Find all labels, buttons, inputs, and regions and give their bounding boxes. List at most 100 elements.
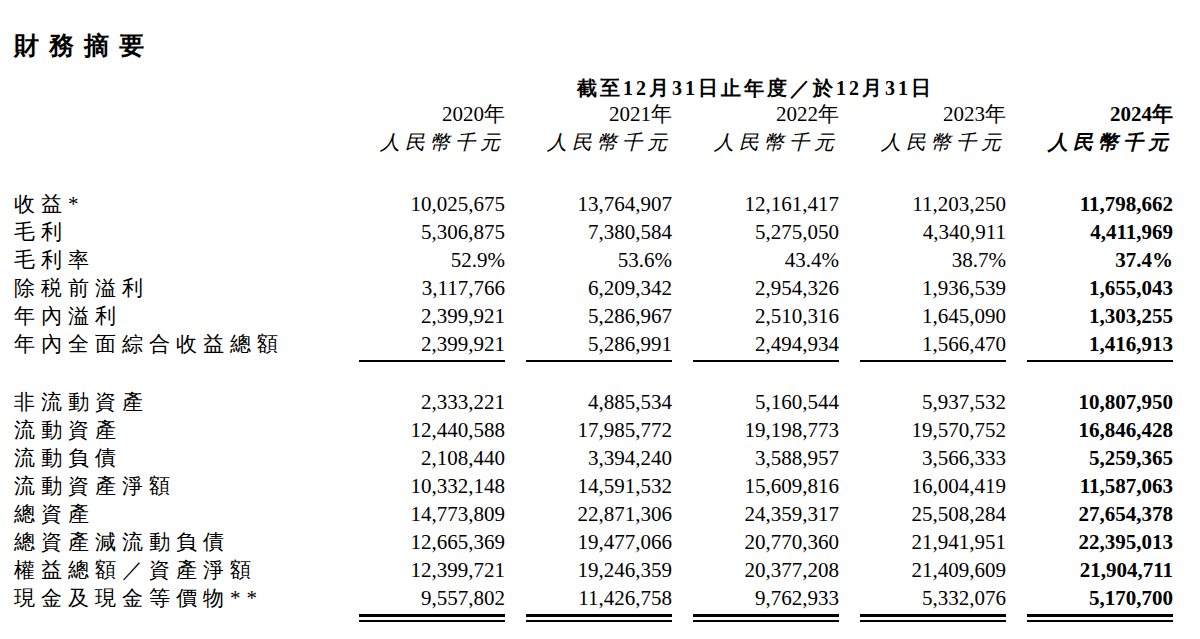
cell-value: 3,394,240 bbox=[505, 444, 672, 472]
table-row: 流動資產淨額10,332,14814,591,53215,609,81616,0… bbox=[14, 472, 1173, 500]
cell-value: 10,807,950 bbox=[1006, 388, 1173, 416]
cell-value: 5,275,050 bbox=[672, 218, 839, 246]
row-label: 年內溢利 bbox=[14, 302, 338, 330]
cell-value: 2,954,326 bbox=[672, 274, 839, 302]
cell-value: 2,494,934 bbox=[672, 330, 839, 358]
cell-value: 12,161,417 bbox=[672, 190, 839, 218]
cell-value: 37.4% bbox=[1006, 246, 1173, 274]
cell-value: 11,798,662 bbox=[1006, 190, 1173, 218]
cell-value: 1,645,090 bbox=[839, 302, 1006, 330]
rule-cell bbox=[839, 358, 1006, 362]
cell-value: 2,510,316 bbox=[672, 302, 839, 330]
cell-value: 52.9% bbox=[338, 246, 505, 274]
unit-header: 人民幣千元 bbox=[839, 128, 1006, 156]
table-row: 總資產減流動負債12,665,36919,477,06620,770,36021… bbox=[14, 528, 1173, 556]
cell-value: 1,416,913 bbox=[1006, 330, 1173, 358]
row-label: 毛利 bbox=[14, 218, 338, 246]
table-row: 非流動資產2,333,2214,885,5345,160,5445,937,53… bbox=[14, 388, 1173, 416]
financial-summary-table: 截至12月31日止年度／於12月31日2020年2021年2022年2023年2… bbox=[14, 76, 1173, 624]
table-row: 除税前溢利3,117,7666,209,3422,954,3261,936,53… bbox=[14, 274, 1173, 302]
table-header-row: 截至12月31日止年度／於12月31日 bbox=[14, 76, 1173, 100]
cell-value: 4,411,969 bbox=[1006, 218, 1173, 246]
cell-value: 1,936,539 bbox=[839, 274, 1006, 302]
table-row: 年內溢利2,399,9215,286,9672,510,3161,645,090… bbox=[14, 302, 1173, 330]
row-label: 現金及現金等價物** bbox=[14, 584, 338, 612]
cell-value: 38.7% bbox=[839, 246, 1006, 274]
cell-value: 11,587,063 bbox=[1006, 472, 1173, 500]
cell-value: 12,399,721 bbox=[338, 556, 505, 584]
row-label: 年內全面綜合收益總額 bbox=[14, 330, 338, 358]
row-label: 非流動資產 bbox=[14, 388, 338, 416]
total-rule-single-row bbox=[14, 358, 1173, 362]
table-row: 年內全面綜合收益總額2,399,9215,286,9912,494,9341,5… bbox=[14, 330, 1173, 358]
cell-value: 5,286,991 bbox=[505, 330, 672, 358]
cell-value: 2,399,921 bbox=[338, 302, 505, 330]
cell-value: 2,333,221 bbox=[338, 388, 505, 416]
unit-header-row: 人民幣千元人民幣千元人民幣千元人民幣千元人民幣千元 bbox=[14, 128, 1173, 156]
cell-value: 1,655,043 bbox=[1006, 274, 1173, 302]
cell-value: 10,332,148 bbox=[338, 472, 505, 500]
rule-cell bbox=[672, 358, 839, 362]
year-header-row: 2020年2021年2022年2023年2024年 bbox=[14, 100, 1173, 128]
cell-value: 21,409,609 bbox=[839, 556, 1006, 584]
row-label: 流動負債 bbox=[14, 444, 338, 472]
cell-value: 10,025,675 bbox=[338, 190, 505, 218]
spacer-cell bbox=[14, 100, 338, 128]
year-header: 2021年 bbox=[505, 100, 672, 128]
rule-cell bbox=[338, 612, 505, 624]
table-row: 現金及現金等價物**9,557,80211,426,7589,762,9335,… bbox=[14, 584, 1173, 612]
cell-value: 5,160,544 bbox=[672, 388, 839, 416]
cell-value: 2,399,921 bbox=[338, 330, 505, 358]
cell-value: 25,508,284 bbox=[839, 500, 1006, 528]
table-row: 總資產14,773,80922,871,30624,359,31725,508,… bbox=[14, 500, 1173, 528]
section-gap bbox=[14, 362, 1173, 388]
cell-value: 53.6% bbox=[505, 246, 672, 274]
cell-value: 1,303,255 bbox=[1006, 302, 1173, 330]
cell-value: 16,004,419 bbox=[839, 472, 1006, 500]
row-label: 除税前溢利 bbox=[14, 274, 338, 302]
cell-value: 3,566,333 bbox=[839, 444, 1006, 472]
cell-value: 14,773,809 bbox=[338, 500, 505, 528]
cell-value: 7,380,584 bbox=[505, 218, 672, 246]
cell-value: 11,203,250 bbox=[839, 190, 1006, 218]
unit-header: 人民幣千元 bbox=[338, 128, 505, 156]
cell-value: 11,426,758 bbox=[505, 584, 672, 612]
rule-cell bbox=[1006, 358, 1173, 362]
single-rule bbox=[526, 360, 672, 362]
double-rule bbox=[359, 614, 505, 622]
cell-value: 19,246,359 bbox=[505, 556, 672, 584]
single-rule bbox=[860, 360, 1006, 362]
unit-header: 人民幣千元 bbox=[1006, 128, 1173, 156]
rule-cell bbox=[338, 358, 505, 362]
year-header: 2024年 bbox=[1006, 100, 1173, 128]
cell-value: 5,286,967 bbox=[505, 302, 672, 330]
cell-value: 14,591,532 bbox=[505, 472, 672, 500]
cell-value: 20,770,360 bbox=[672, 528, 839, 556]
cell-value: 5,937,532 bbox=[839, 388, 1006, 416]
cell-value: 5,332,076 bbox=[839, 584, 1006, 612]
row-label: 總資產 bbox=[14, 500, 338, 528]
row-label: 毛利率 bbox=[14, 246, 338, 274]
spacer-cell bbox=[14, 76, 338, 100]
row-label: 流動資產淨額 bbox=[14, 472, 338, 500]
cell-value: 19,477,066 bbox=[505, 528, 672, 556]
single-rule bbox=[693, 360, 839, 362]
period-header: 截至12月31日止年度／於12月31日 bbox=[338, 76, 1173, 100]
cell-value: 21,941,951 bbox=[839, 528, 1006, 556]
table-row: 毛利5,306,8757,380,5845,275,0504,340,9114,… bbox=[14, 218, 1173, 246]
double-rule bbox=[526, 614, 672, 622]
table-row: 流動資產12,440,58817,985,77219,198,77319,570… bbox=[14, 416, 1173, 444]
year-header: 2020年 bbox=[338, 100, 505, 128]
cell-value: 4,885,534 bbox=[505, 388, 672, 416]
cell-value: 27,654,378 bbox=[1006, 500, 1173, 528]
cell-value: 19,198,773 bbox=[672, 416, 839, 444]
cell-value: 12,440,588 bbox=[338, 416, 505, 444]
row-label: 總資產減流動負債 bbox=[14, 528, 338, 556]
table-row: 權益總額／資產淨額12,399,72119,246,35920,377,2082… bbox=[14, 556, 1173, 584]
cell-value: 1,566,470 bbox=[839, 330, 1006, 358]
table-row: 收益*10,025,67513,764,90712,161,41711,203,… bbox=[14, 190, 1173, 218]
cell-value: 3,117,766 bbox=[338, 274, 505, 302]
single-rule bbox=[359, 360, 505, 362]
double-rule bbox=[1027, 614, 1173, 622]
rule-cell bbox=[505, 358, 672, 362]
